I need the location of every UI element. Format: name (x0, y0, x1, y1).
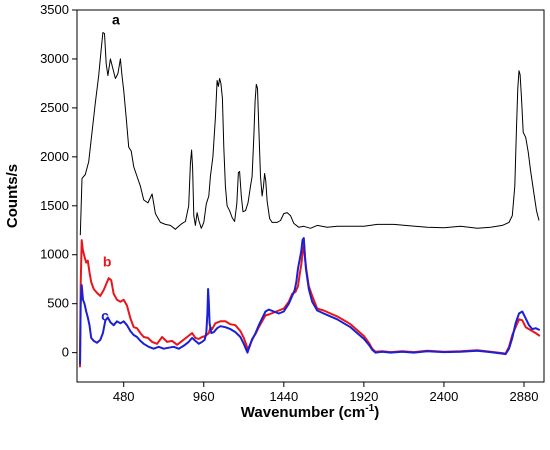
series-line-c (79, 237, 541, 365)
y-tick-label: 2000 (40, 149, 69, 164)
x-tick-label: 480 (113, 389, 135, 404)
x-axis-title-sup: -1 (365, 403, 374, 414)
series-label-b: b (103, 253, 112, 269)
annotation-layer: a b c (101, 12, 120, 324)
x-tick-label: 960 (193, 389, 215, 404)
series-label-c: c (101, 307, 109, 323)
plot-frame (76, 9, 545, 383)
y-tick-label: 3500 (40, 2, 69, 17)
x-tick-label: 2400 (429, 389, 458, 404)
series-line-b (79, 239, 541, 368)
x-axis-title-tail: ) (374, 404, 379, 421)
x-tick-label: 1920 (349, 389, 378, 404)
x-tick-label: 1440 (269, 389, 298, 404)
y-axis-title: Counts/s (4, 164, 21, 228)
y-tick-label: 1000 (40, 247, 69, 262)
y-tick-label: 1500 (40, 198, 69, 213)
x-axis-title: Wavenumber (cm-1) (241, 403, 379, 421)
x-axis-title-main: Wavenumber (cm (241, 404, 365, 421)
y-tick-label: 0 (62, 345, 69, 360)
y-tick-label: 2500 (40, 100, 69, 115)
series-layer (79, 32, 541, 368)
y-tick-label: 3000 (40, 51, 69, 66)
x-tick-label: 2880 (510, 389, 539, 404)
series-line-a (79, 32, 540, 236)
tick-layer: 480 960 1440 1920 2400 2880 0 500 1000 1500 2000 25… (40, 2, 538, 404)
y-tick-label: 500 (47, 296, 69, 311)
series-label-a: a (112, 12, 120, 28)
